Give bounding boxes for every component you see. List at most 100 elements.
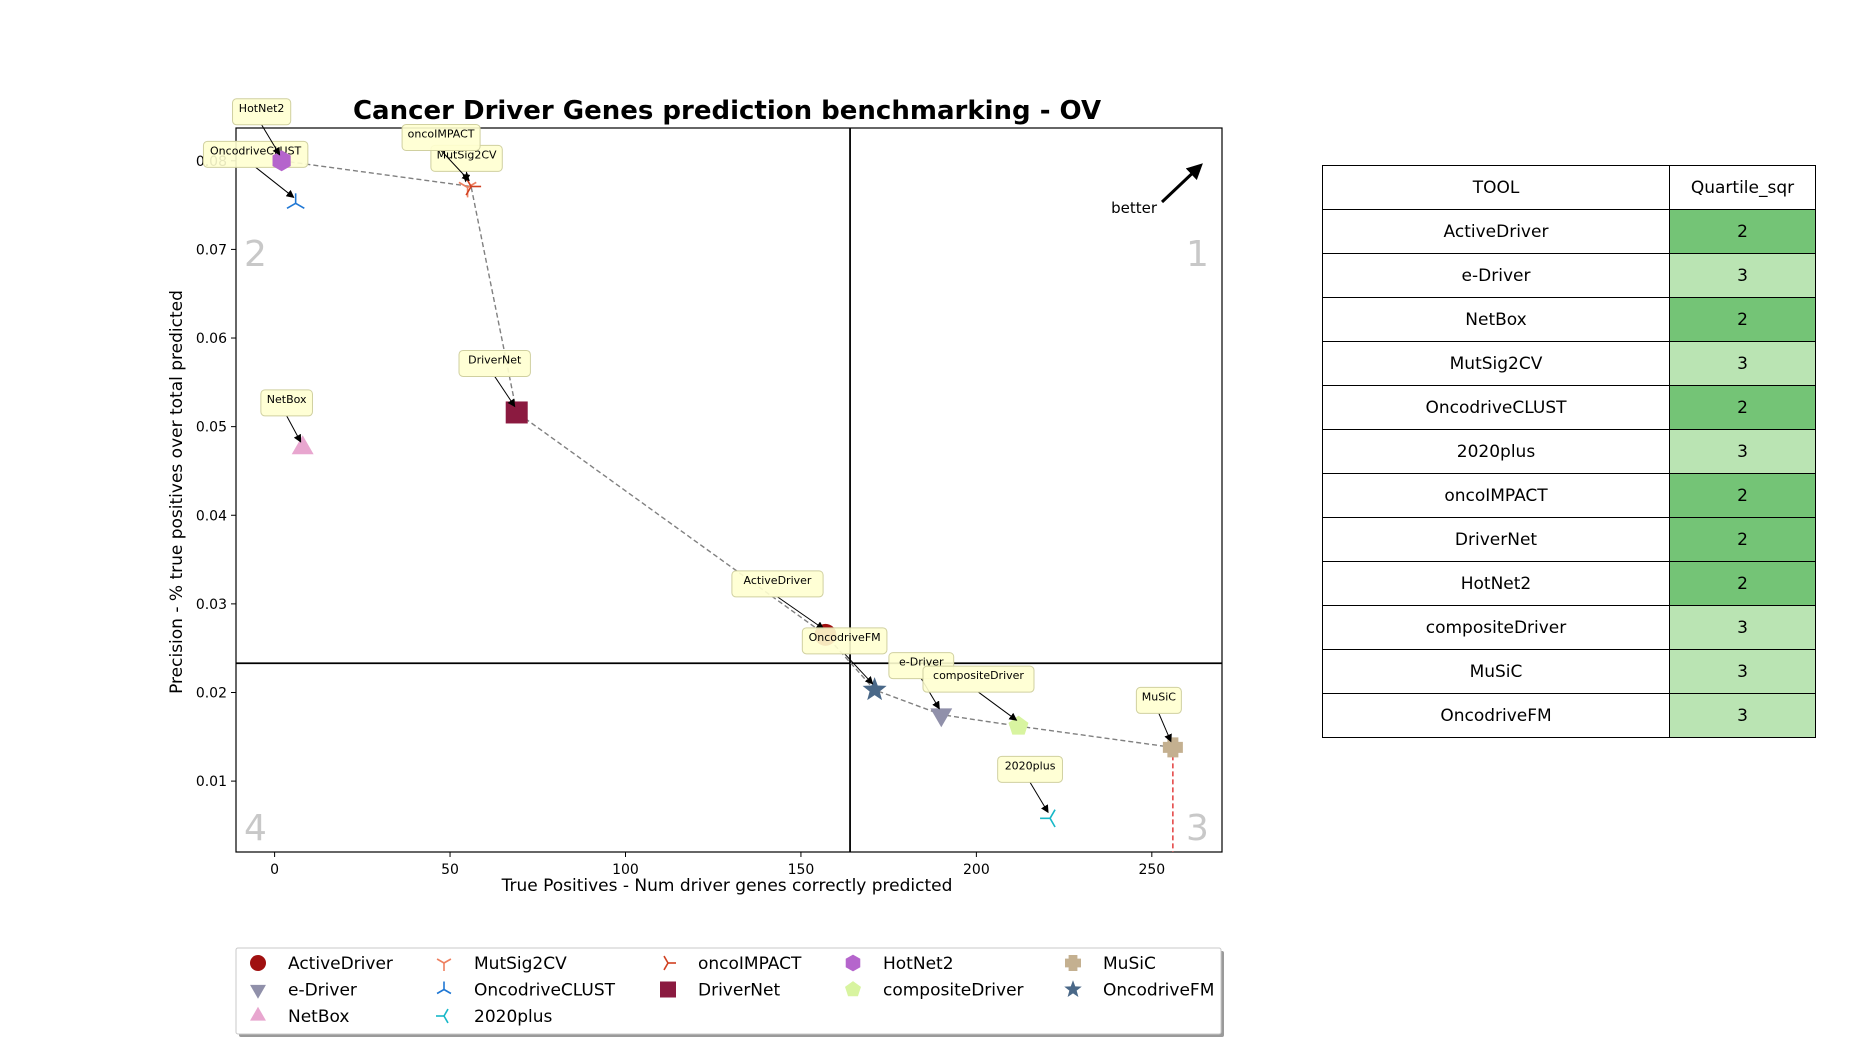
legend: ActiveDriver e-Driver NetBox MutSig2CV Oncod… [235, 947, 1224, 1037]
table-cell-quartile: 2 [1669, 561, 1816, 606]
table-cell-quartile: 3 [1669, 605, 1816, 650]
table-cell-quartile: 2 [1669, 297, 1816, 342]
table-cell-quartile: 2 [1669, 517, 1816, 562]
legend-label-compositedriver: compositeDriver [883, 981, 1024, 1001]
annotation-box [731, 570, 824, 598]
legend-marker-compositedriver [845, 981, 861, 997]
x-tick-label: 100 [612, 862, 639, 878]
annotation-label-music: MuSiC [1142, 690, 1177, 703]
x-tick-label: 250 [1138, 862, 1165, 878]
annotation-label-netbox: NetBox [267, 393, 307, 406]
annotation-arrow [1029, 782, 1049, 814]
legend-frame [235, 947, 1222, 1035]
table-header-quartile: Quartile_sqr [1669, 165, 1816, 210]
y-tick-label: 0.05 [196, 420, 227, 436]
table-cell-tool: oncoIMPACT [1322, 473, 1670, 518]
plot-frame [235, 127, 1223, 853]
annotation-label-activedriver: ActiveDriver [744, 574, 812, 587]
annotation-arrow [286, 415, 302, 443]
legend-marker-e-driver [250, 984, 266, 999]
chart-title: Cancer Driver Genes prediction benchmark… [353, 96, 1101, 126]
table-row: ActiveDriver 2 [1322, 209, 1816, 254]
y-tick-label: 0.03 [196, 597, 227, 613]
table-cell-tool: NetBox [1322, 297, 1670, 342]
table-row: compositeDriver 3 [1322, 605, 1816, 650]
table-cell-tool: MutSig2CV [1322, 341, 1670, 386]
table-row: 2020plus 3 [1322, 429, 1816, 474]
table-row: MuSiC 3 [1322, 649, 1816, 694]
point-e-driver [930, 708, 953, 728]
annotation-arrow [261, 124, 281, 156]
table-cell-tool: e-Driver [1322, 253, 1670, 298]
x-tick-label: 150 [788, 862, 815, 878]
annotation-label-hotnet2: HotNet2 [239, 102, 285, 115]
quadrant-label-4: 4 [244, 808, 267, 849]
point-netbox [291, 435, 314, 455]
quadrant-label-1: 1 [1186, 234, 1209, 275]
annotation-box [458, 349, 531, 377]
legend-marker-drivernet [660, 981, 676, 998]
legend-marker-2020plus [436, 1008, 449, 1024]
legend-label-oncoimpact: oncoIMPACT [698, 954, 802, 974]
better-label: better [1111, 199, 1158, 217]
table-cell-tool: 2020plus [1322, 429, 1670, 474]
table-cell-quartile: 3 [1669, 649, 1816, 694]
legend-marker-oncodrivefm [1064, 980, 1082, 997]
legend-marker-oncoimpact [663, 955, 676, 971]
table-cell-quartile: 2 [1669, 473, 1816, 518]
legend-marker-oncodriveclust [436, 981, 452, 995]
annotation-box [1135, 686, 1182, 714]
annotation-label-compositedriver: compositeDriver [933, 669, 1024, 682]
annotation-arrow [844, 653, 874, 685]
legend-label-mutsig2cv: MutSig2CV [474, 954, 567, 974]
y-tick-label: 0.07 [196, 242, 227, 258]
legend-label-oncodrivefm: OncodriveFM [1103, 981, 1214, 1001]
point-2020plus [1040, 809, 1056, 828]
table-row: DriverNet 2 [1322, 517, 1816, 562]
x-tick-label: 200 [963, 862, 990, 878]
table-cell-quartile: 3 [1669, 693, 1816, 738]
legend-label-e-driver: e-Driver [288, 981, 357, 1001]
annotation-box [997, 755, 1063, 783]
pareto-front-line [281, 160, 1173, 749]
annotation-label-oncoimpact: oncoIMPACT [408, 127, 475, 140]
quartile-table: TOOL Quartile_sqr ActiveDriver 2 e-Driver 3… [1322, 165, 1816, 738]
annotation-arrow [777, 596, 825, 630]
annotation-box [260, 389, 313, 417]
legend-label-oncodriveclust: OncodriveCLUST [474, 981, 616, 1001]
annotation-arrow [978, 691, 1018, 721]
point-mutsig2cv [458, 181, 477, 198]
legend-label-hotnet2: HotNet2 [883, 954, 954, 974]
point-oncodrivefm [862, 677, 887, 701]
x-tick-label: 50 [441, 862, 459, 878]
annotation-label-drivernet: DriverNet [468, 353, 522, 366]
annotation-label-2020plus: 2020plus [1005, 759, 1056, 772]
annotation-arrow [440, 150, 470, 182]
annotation-box [232, 98, 292, 126]
table-cell-quartile: 2 [1669, 209, 1816, 254]
legend-marker-music [1065, 955, 1081, 971]
point-oncodriveclust [286, 193, 305, 210]
legend-marker-netbox [250, 1006, 266, 1021]
table-cell-quartile: 3 [1669, 341, 1816, 386]
annotation-label-e-driver: e-Driver [899, 656, 944, 669]
point-music [1162, 737, 1183, 758]
annotation-box [922, 665, 1035, 693]
x-tick-label: 0 [270, 862, 279, 878]
y-tick-label: 0.04 [196, 508, 227, 524]
table-row: oncoIMPACT 2 [1322, 473, 1816, 518]
table-row: e-Driver 3 [1322, 253, 1816, 298]
point-drivernet [505, 401, 528, 424]
better-arrow [1160, 163, 1203, 204]
quadrant-label-2: 2 [244, 234, 267, 275]
table-cell-tool: MuSiC [1322, 649, 1670, 694]
table-cell-quartile: 3 [1669, 429, 1816, 474]
legend-label-2020plus: 2020plus [474, 1007, 553, 1027]
annotation-arrow [255, 166, 295, 198]
annotation-label-oncodrivefm: OncodriveFM [809, 631, 881, 644]
quadrant-label-3: 3 [1186, 808, 1209, 849]
table-header-row: TOOL Quartile_sqr [1322, 165, 1816, 210]
table-cell-quartile: 2 [1669, 385, 1816, 430]
legend-marker-mutsig2cv [436, 958, 452, 971]
